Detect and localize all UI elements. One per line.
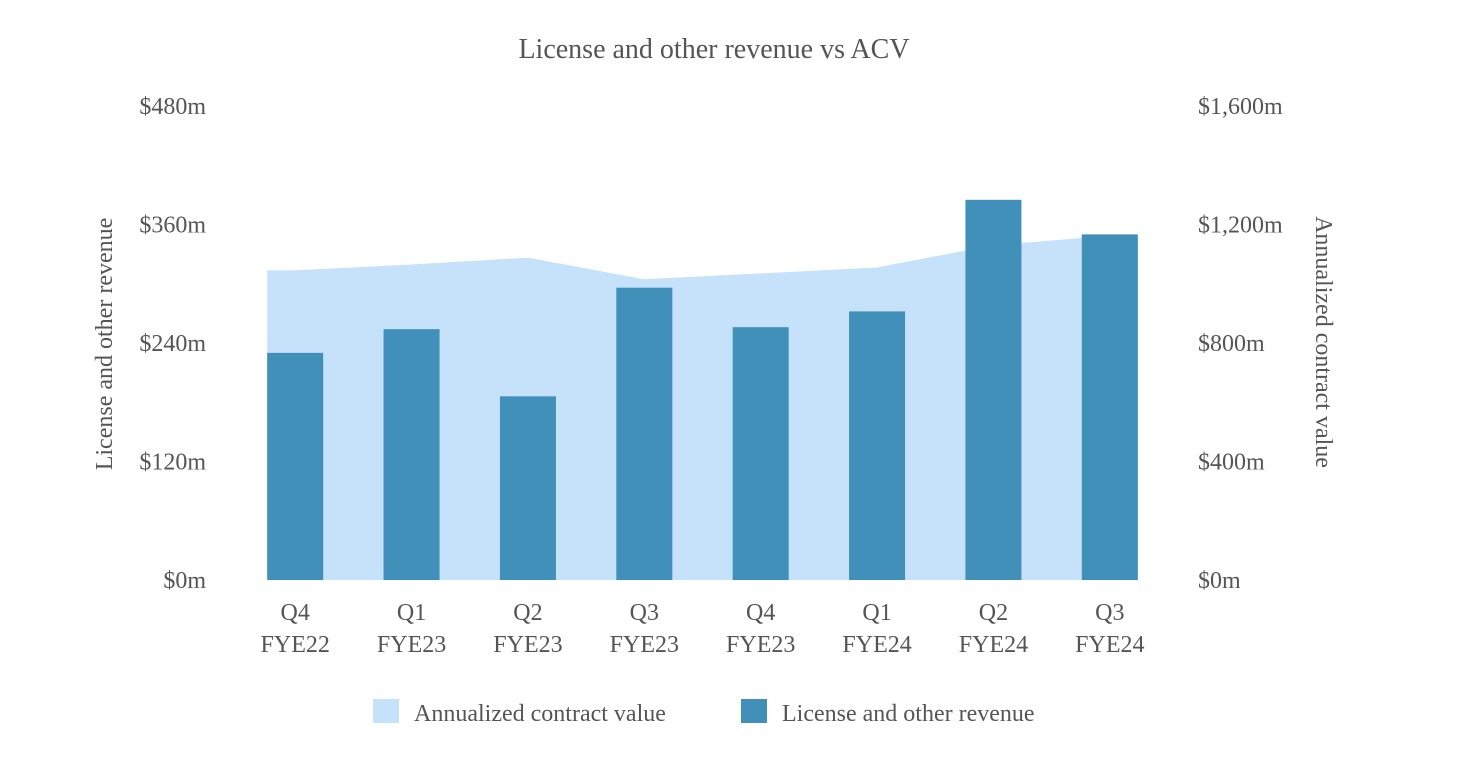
legend-swatch-revenue xyxy=(741,699,767,723)
left-axis-ticks: $0m $120m $240m $360m $480m xyxy=(139,94,206,594)
category-label: Q4 FYE22 xyxy=(261,600,330,658)
right-axis-ticks: $0m $400m $800m $1,200m $1,600m xyxy=(1198,94,1283,594)
revenue-bar xyxy=(1081,234,1138,580)
revenue-bar xyxy=(383,329,440,580)
x-axis-ticks: Q4 FYE22 Q1 FYE23 Q2 FYE23 Q3 FYE23 Q4 FYE23 Q1 FYE… xyxy=(261,600,1145,658)
left-tick-label: $360m xyxy=(139,213,206,239)
right-tick-label: $400m xyxy=(1198,450,1265,476)
acv-area-layer xyxy=(267,235,1138,580)
legend-label-revenue: License and other revenue xyxy=(782,701,1035,727)
left-tick-label: $120m xyxy=(139,450,206,476)
revenue-bar xyxy=(965,199,1022,580)
right-tick-label: $0m xyxy=(1198,568,1241,594)
bar-layer xyxy=(267,199,1138,580)
revenue-bar xyxy=(616,287,673,580)
right-tick-label: $800m xyxy=(1198,331,1265,357)
revenue-bar xyxy=(849,311,906,580)
chart-title: License and other revenue vs ACV xyxy=(518,34,909,65)
left-tick-label: $0m xyxy=(163,568,206,594)
category-label: Q3 FYE24 xyxy=(1075,600,1144,658)
category-label: Q2 FYE23 xyxy=(493,600,562,658)
right-tick-label: $1,200m xyxy=(1198,213,1283,239)
revenue-bar xyxy=(499,396,556,580)
category-label: Q3 FYE23 xyxy=(610,600,679,658)
right-axis-label: Annualized contract value xyxy=(1310,216,1336,468)
acv-area xyxy=(267,235,1138,580)
left-axis-label: License and other revenue xyxy=(92,218,118,471)
legend-label-acv: Annualized contract value xyxy=(414,701,666,727)
left-tick-label: $480m xyxy=(139,94,206,120)
category-label: Q1 FYE24 xyxy=(842,600,911,658)
category-label: Q4 FYE23 xyxy=(726,600,795,658)
legend-swatch-acv xyxy=(373,699,399,723)
revenue-bar xyxy=(732,327,789,580)
right-tick-label: $1,600m xyxy=(1198,94,1283,120)
category-label: Q2 FYE24 xyxy=(959,600,1028,658)
category-label: Q1 FYE23 xyxy=(377,600,446,658)
legend: Annualized contract value License and ot… xyxy=(373,699,1035,727)
left-tick-label: $240m xyxy=(139,331,206,357)
revenue-bar xyxy=(267,352,324,580)
